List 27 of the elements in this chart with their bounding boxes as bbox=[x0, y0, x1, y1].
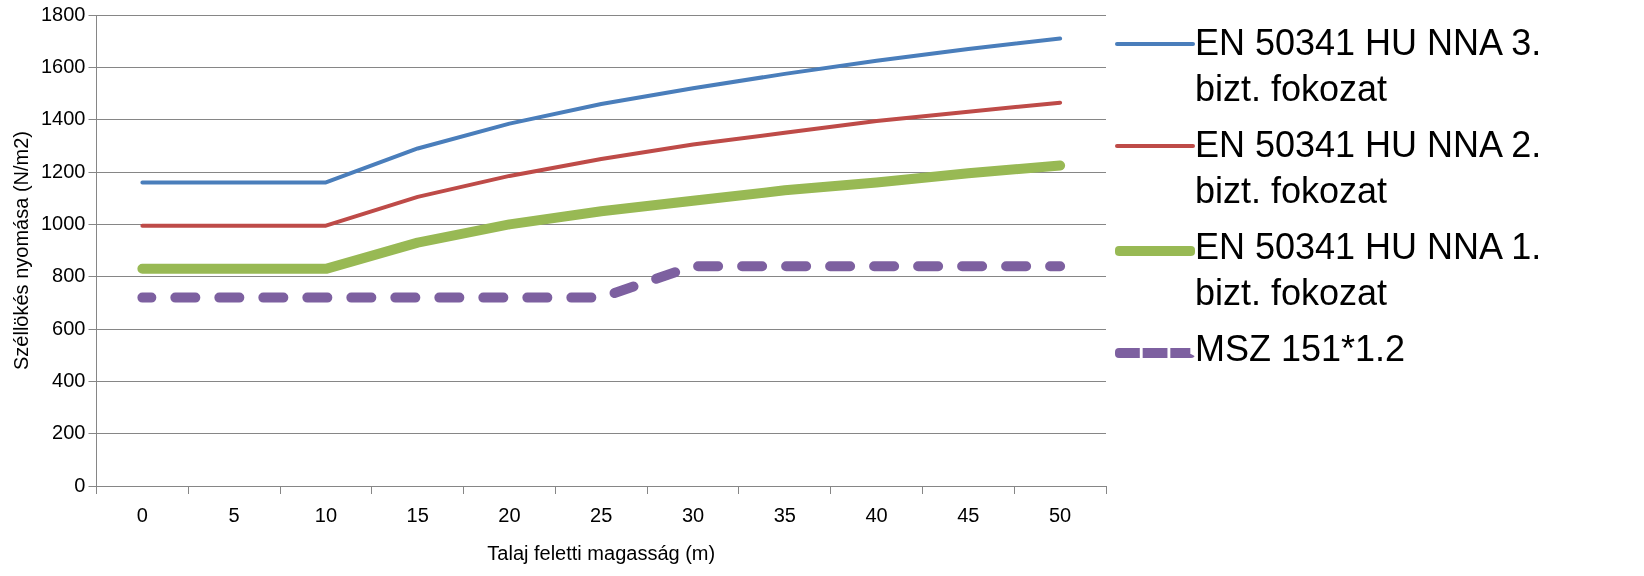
y-tick-label: 1400 bbox=[40, 107, 86, 130]
legend-label: EN 50341 HU NNA 1. bizt. fokozat bbox=[1195, 225, 1543, 315]
y-tick-label: 0 bbox=[74, 473, 86, 496]
x-tick-label: 50 bbox=[1048, 503, 1072, 526]
y-tick-label: 1600 bbox=[40, 54, 86, 77]
x-tick-label: 15 bbox=[406, 503, 429, 526]
legend-label: EN 50341 HU NNA 2. bizt. fokozat bbox=[1195, 123, 1543, 213]
y-tick-label: 200 bbox=[52, 421, 86, 444]
x-tick-label: 25 bbox=[590, 503, 613, 526]
x-tick-label: 20 bbox=[498, 503, 521, 526]
y-axis-title: Széllökés nyomása (N/m2) bbox=[9, 131, 32, 370]
y-tick-label: 600 bbox=[52, 316, 86, 339]
y-tick-label: 400 bbox=[52, 368, 86, 391]
x-tick-label: 35 bbox=[773, 503, 796, 526]
x-tick-label: 10 bbox=[314, 503, 338, 526]
y-tick-label: 800 bbox=[52, 264, 86, 287]
x-axis-title: Talaj feletti magasság (m) bbox=[487, 541, 716, 564]
y-tick-label: 1800 bbox=[40, 2, 86, 25]
x-tick-label: 0 bbox=[136, 503, 148, 526]
y-tick-label: 1000 bbox=[40, 211, 86, 234]
x-tick-label: 30 bbox=[681, 503, 705, 526]
x-tick-label: 45 bbox=[957, 503, 980, 526]
y-tick-label: 1200 bbox=[40, 159, 86, 182]
x-tick-label: 5 bbox=[228, 503, 240, 526]
legend-label: MSZ 151*1.2 bbox=[1195, 327, 1407, 371]
x-tick-label: 40 bbox=[865, 503, 888, 526]
legend-label: EN 50341 HU NNA 3. bizt. fokozat bbox=[1195, 21, 1543, 111]
